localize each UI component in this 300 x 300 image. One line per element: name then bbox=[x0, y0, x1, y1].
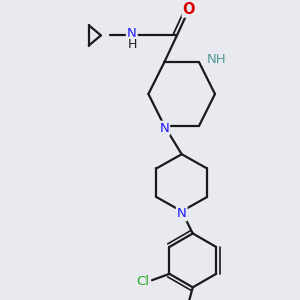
Text: H: H bbox=[127, 38, 137, 51]
Text: NH: NH bbox=[207, 53, 227, 66]
Text: N: N bbox=[127, 27, 137, 40]
Text: N: N bbox=[177, 207, 187, 220]
Text: O: O bbox=[183, 2, 195, 16]
Text: N: N bbox=[159, 122, 169, 135]
Text: Cl: Cl bbox=[137, 275, 150, 288]
